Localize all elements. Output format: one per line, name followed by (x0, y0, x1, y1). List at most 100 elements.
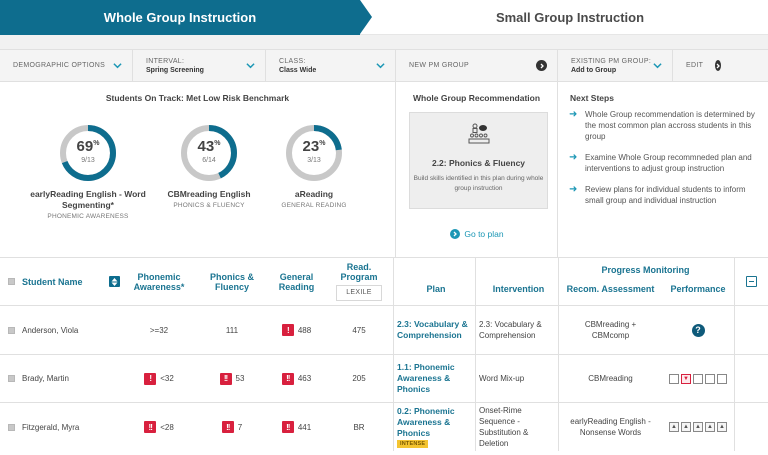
arrow-up-icon: ▲ (681, 422, 691, 432)
select-all-checkbox[interactable] (7, 278, 15, 285)
performance-box (717, 373, 727, 384)
donut-phonics: 43% 6/14 CBMreading English PHONICS & FL… (134, 124, 284, 209)
toolbar: DEMOGRAPHIC OPTIONS INTERVAL: Spring Scr… (0, 49, 768, 82)
donut-percent: 23% (302, 138, 326, 155)
donut-chart: 43% 6/14 (180, 124, 238, 182)
student-table: Student Name Phonemic Awareness* Phonics… (0, 258, 768, 451)
help-icon[interactable]: ? (691, 323, 705, 337)
general-score: !! 463 (268, 355, 325, 402)
collapse-icon[interactable] (746, 276, 757, 287)
donut-chart: 69% 9/13 (59, 124, 117, 182)
arrow-down-icon: ▼ (681, 373, 691, 384)
alert-icon: ! (144, 372, 157, 385)
recom-assessment: earlyReading English - Nonsense Words (570, 417, 651, 437)
header-general-reading[interactable]: General Reading (278, 271, 315, 292)
performance-box (705, 373, 715, 384)
student-name[interactable]: Fitzgerald, Myra (22, 422, 80, 432)
tab-whole-group-label: Whole Group Instruction (103, 10, 257, 25)
donut-phonemic: 69% 9/13 earlyReading English - Word Seg… (13, 124, 163, 220)
donut-chart: 23% 3/13 (285, 124, 343, 182)
donut-assessment-name: earlyReading English - Word Segmenting* (30, 189, 146, 210)
sort-icon[interactable] (108, 276, 120, 287)
chevron-down-icon (653, 63, 662, 69)
donut-ring-icon (60, 125, 116, 181)
row-checkbox[interactable] (7, 423, 15, 431)
intense-badge: INTENSE (397, 440, 429, 448)
header-phonics-fluency[interactable]: Phonics & Fluency (210, 271, 255, 292)
plan-link[interactable]: 0.2: Phonemic Awareness & Phonics (397, 406, 455, 438)
class-dropdown[interactable]: CLASS: Class Wide (266, 50, 396, 81)
tab-small-group[interactable]: Small Group Instruction (360, 0, 768, 35)
read-program-value: BR (325, 403, 394, 451)
recom-assessment: CBMreading (588, 374, 633, 383)
table-row: Brady, Martin ! <32 !! 53 !! 463 205 1.1: P… (0, 355, 768, 403)
tab-whole-group[interactable]: Whole Group Instruction (0, 0, 372, 35)
header-phonemic-awareness[interactable]: Phonemic Awareness* (133, 271, 185, 292)
phonemic-score: ! <32 (122, 355, 196, 402)
go-to-plan-label: Go to plan (464, 229, 504, 239)
performance-box (693, 373, 703, 384)
table-header: Student Name Phonemic Awareness* Phonics… (0, 258, 768, 306)
next-step-item: ➜ Review plans for individual students t… (569, 184, 746, 205)
header-performance: Performance (662, 258, 735, 305)
recommendation-title: Whole Group Recommendation (412, 93, 541, 103)
arrow-up-icon: ▲ (693, 422, 703, 432)
recommended-plan: 2.2: Phonics & Fluency (431, 158, 526, 168)
intervention: Onset-Rime Sequence - Substitution & Del… (476, 403, 559, 451)
header-intervention: Intervention (476, 258, 559, 305)
chevron-down-icon (246, 63, 255, 69)
plan-link[interactable]: 1.1: Phonemic Awareness & Phonics (397, 362, 455, 394)
donut-fraction: 6/14 (202, 157, 216, 164)
row-checkbox[interactable] (7, 375, 15, 382)
next-steps-panel: Next Steps ➜ Whole Group recommendation … (558, 82, 768, 257)
demographic-options-dropdown[interactable]: DEMOGRAPHIC OPTIONS (0, 50, 133, 81)
alert-icon: !! (144, 421, 157, 433)
interval-dropdown[interactable]: INTERVAL: Spring Screening (133, 50, 266, 81)
edit-label: EDIT (686, 62, 704, 69)
interval-label: INTERVAL: (146, 57, 185, 65)
edit-button[interactable]: EDIT (673, 50, 723, 81)
student-name[interactable]: Anderson, Viola (22, 325, 79, 335)
on-track-title: Students On Track: Met Low Risk Benchmar… (105, 93, 290, 103)
next-step-item: ➜ Whole Group recommendation is determin… (569, 109, 755, 141)
group-instruction-icon (410, 123, 547, 150)
recommendation-card: 2.2: Phonics & Fluency Build skills iden… (409, 112, 548, 209)
donut-fraction: 3/13 (307, 157, 321, 164)
performance-indicators: ▲ ▲ ▲ ▲ ▲ (669, 422, 727, 432)
next-steps-title: Next Steps (570, 93, 614, 103)
alert-icon: !! (281, 421, 294, 433)
next-step-item: ➜ Examine Whole Group recommneded plan a… (569, 152, 752, 173)
table-row: Anderson, Viola >=32 111 ! 488 475 2.3: V… (0, 306, 768, 355)
header-student-name[interactable]: Student Name (22, 276, 83, 287)
plan-link[interactable]: 2.3: Vocabulary & Comprehension (397, 319, 468, 340)
chevron-down-icon (376, 63, 385, 69)
row-checkbox[interactable] (7, 326, 15, 334)
donut-ring-icon (181, 125, 237, 181)
header-plan: Plan (394, 258, 476, 305)
general-score: !! 441 (268, 403, 325, 451)
instruction-tabs: Whole Group Instruction Small Group Inst… (0, 0, 768, 35)
donut-percent: 69% (76, 138, 100, 155)
phonics-score: 111 (225, 325, 239, 335)
new-pm-group-label: NEW PM GROUP (409, 62, 469, 69)
donut-skill: PHONICS & FLUENCY (173, 202, 245, 209)
arrow-up-icon: ▲ (669, 422, 679, 432)
lexile-toggle[interactable]: LEXILE (336, 285, 382, 301)
donut-ring-icon (286, 125, 342, 181)
existing-pm-group-dropdown[interactable]: EXISTING PM GROUP: Add to Group (558, 50, 673, 81)
student-name[interactable]: Brady, Martin (22, 374, 69, 383)
arrow-right-circle-icon (715, 60, 722, 71)
header-read-program: Read. Program LEXILE (325, 258, 394, 305)
arrow-right-icon: ➜ (569, 184, 578, 195)
go-to-plan-link[interactable]: Go to plan (396, 229, 558, 239)
next-steps-list: ➜ Whole Group recommendation is determin… (569, 109, 764, 216)
tab-small-group-label: Small Group Instruction (495, 10, 645, 25)
existing-pm-group-value: Add to Group (571, 66, 617, 74)
phonemic-score: !! <28 (122, 403, 196, 451)
alert-icon: ! (281, 324, 294, 336)
header-recom-assessment: Recom. Assessment (566, 283, 655, 294)
alert-icon: !! (221, 421, 234, 433)
header-progress-monitoring: Progress Monitoring (601, 265, 690, 275)
new-pm-group-button[interactable]: NEW PM GROUP (396, 50, 558, 81)
donut-skill: GENERAL READING (281, 202, 347, 209)
